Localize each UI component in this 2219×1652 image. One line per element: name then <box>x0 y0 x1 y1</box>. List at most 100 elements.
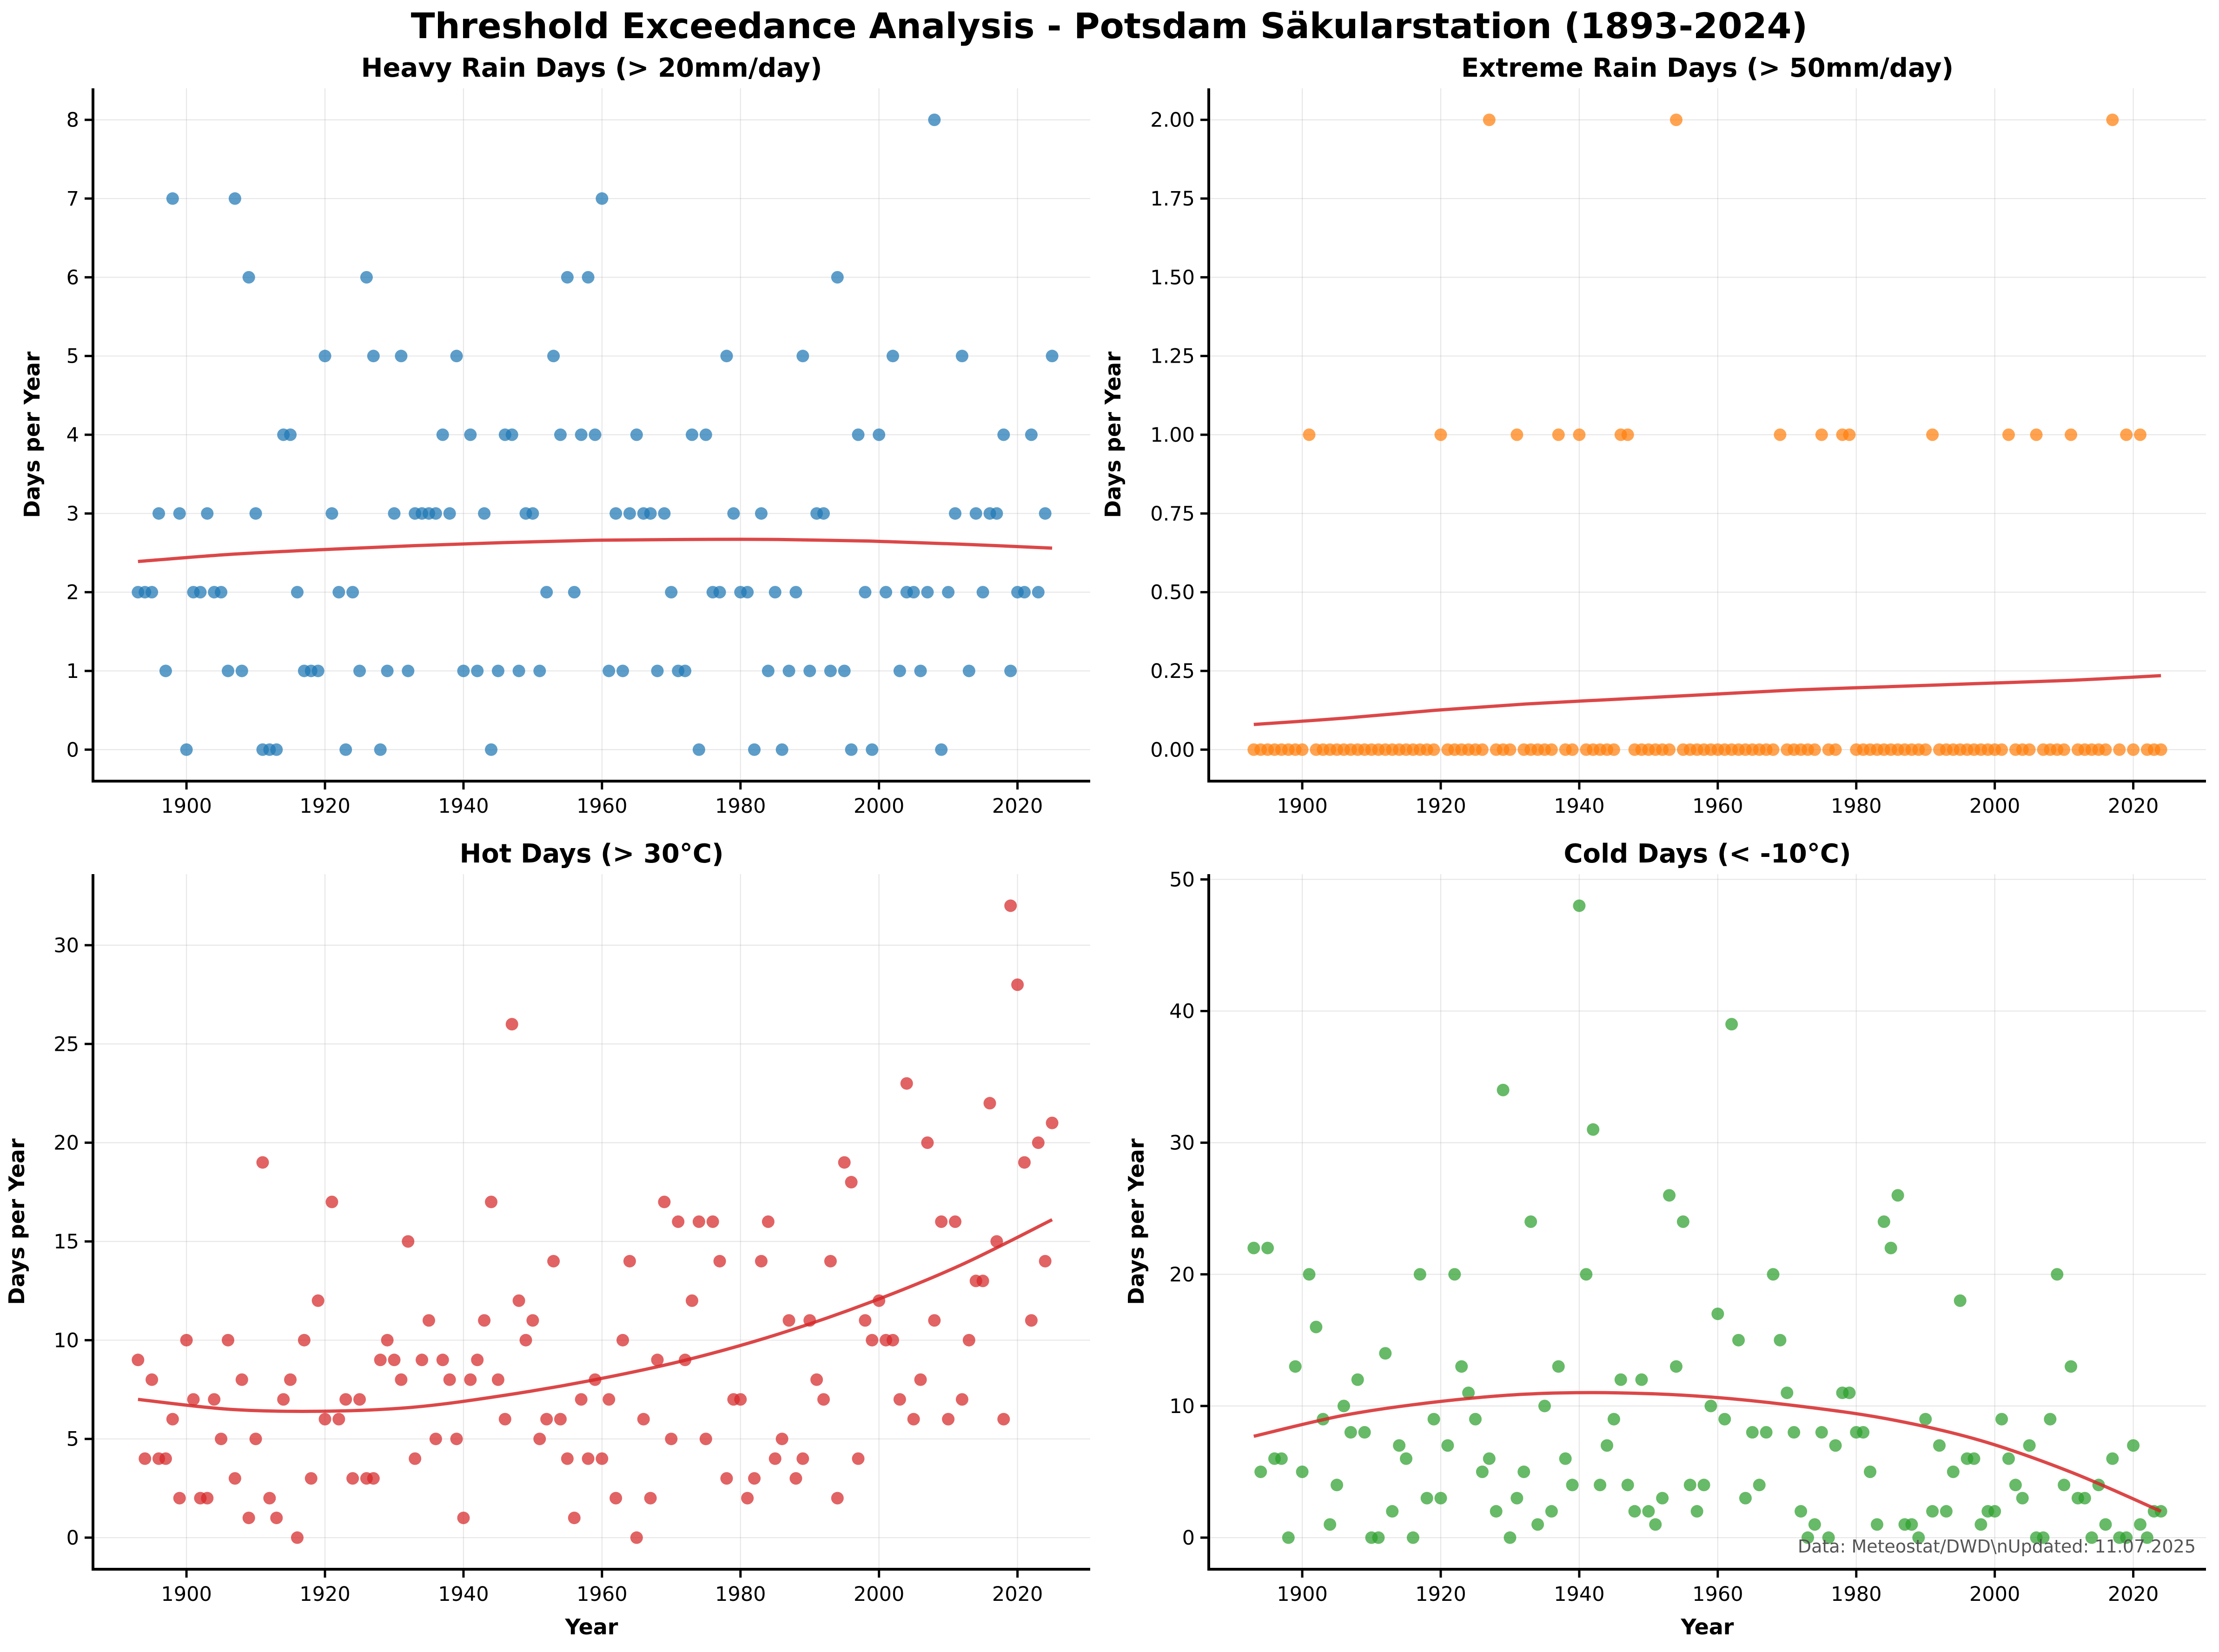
data-point <box>2120 428 2133 441</box>
y-axis-label: Days per Year <box>20 352 45 518</box>
data-point <box>1669 1360 1682 1373</box>
x-tick-label: 1960 <box>576 795 627 818</box>
x-tick-label: 1960 <box>1692 1583 1743 1606</box>
data-point <box>139 1452 152 1465</box>
data-point <box>1891 1189 1904 1202</box>
data-point <box>429 1433 442 1446</box>
data-point <box>2058 1479 2071 1492</box>
data-point <box>547 1254 560 1267</box>
panel-title: Heavy Rain Days (> 20mm/day) <box>361 53 822 83</box>
data-point <box>1877 1215 1890 1228</box>
data-point <box>866 1334 879 1347</box>
data-point <box>713 1254 726 1267</box>
data-point <box>332 586 345 599</box>
data-point <box>457 1512 470 1525</box>
data-point <box>2051 1268 2064 1281</box>
data-point <box>1607 1413 1620 1426</box>
data-point <box>1690 1505 1703 1518</box>
data-point <box>1275 1452 1288 1465</box>
data-point <box>942 1413 955 1426</box>
y-tick-label: 1.25 <box>1150 345 1195 368</box>
data-point <box>395 350 408 363</box>
data-point <box>1656 1492 1669 1505</box>
data-point <box>2044 1413 2057 1426</box>
data-point <box>1974 1518 1987 1531</box>
data-point <box>2065 428 2078 441</box>
data-point <box>1261 1241 1274 1254</box>
data-point <box>1857 1426 1870 1439</box>
data-point <box>436 1353 449 1367</box>
data-point <box>935 1215 948 1228</box>
data-point <box>720 1472 733 1485</box>
data-point <box>997 428 1010 441</box>
x-tick-label: 2000 <box>1969 795 2020 818</box>
data-point <box>491 1373 504 1386</box>
data-point <box>2099 743 2112 756</box>
data-point <box>1711 1307 1724 1320</box>
data-point <box>457 664 470 677</box>
axis-spine <box>92 88 1090 783</box>
axis-spine <box>1207 88 2206 783</box>
data-point <box>893 664 906 677</box>
data-point <box>1039 507 1052 520</box>
data-point <box>2002 428 2015 441</box>
data-point <box>180 743 193 756</box>
data-point <box>228 192 241 205</box>
data-point <box>928 1314 941 1327</box>
chart-panel-4: 1900 1920 1940 1960 1980 2000 2020 0 10 20 30 40 50 C… <box>1124 839 2206 1639</box>
data-point <box>1746 1426 1759 1439</box>
data-point <box>429 507 442 520</box>
data-point <box>796 1452 809 1465</box>
x-tick-label: 1940 <box>438 795 489 818</box>
x-tick-label: 1900 <box>1277 795 1327 818</box>
data-point <box>1545 1505 1558 1518</box>
data-point <box>325 1195 338 1208</box>
data-point <box>1476 1465 1489 1478</box>
y-tick-label: 15 <box>53 1230 79 1254</box>
data-point <box>1933 1439 1946 1452</box>
data-point <box>1843 428 1856 441</box>
data-point <box>603 664 616 677</box>
x-tick-label: 2000 <box>854 1583 904 1606</box>
data-point <box>547 350 560 363</box>
data-point <box>1510 428 1523 441</box>
data-point <box>346 586 359 599</box>
data-point <box>1919 1413 1932 1426</box>
data-point <box>422 1314 435 1327</box>
data-point <box>762 1215 775 1228</box>
y-tick-label: 7 <box>66 187 79 211</box>
data-point <box>2127 1439 2140 1452</box>
data-point <box>1815 1426 1828 1439</box>
data-point <box>1697 1479 1710 1492</box>
data-point <box>318 350 331 363</box>
data-point <box>1870 1518 1883 1531</box>
data-point <box>1926 1505 1939 1518</box>
data-point <box>2106 113 2119 126</box>
data-point <box>748 1472 761 1485</box>
data-point <box>471 1353 484 1367</box>
data-point <box>1504 1531 1517 1544</box>
data-point <box>332 1413 345 1426</box>
data-point <box>706 1215 719 1228</box>
data-point <box>1995 743 2008 756</box>
data-point <box>1282 1531 1295 1544</box>
data-point <box>1573 428 1586 441</box>
data-point <box>1995 1413 2008 1426</box>
y-tick-label: 0 <box>1182 1526 1195 1550</box>
data-point <box>803 664 816 677</box>
data-point <box>2085 1531 2098 1544</box>
data-point <box>1926 428 1939 441</box>
data-point <box>1462 1387 1475 1400</box>
data-point <box>955 350 968 363</box>
data-point <box>2113 743 2126 756</box>
data-point <box>221 664 234 677</box>
data-point <box>1947 1465 1960 1478</box>
panel-title: Hot Days (> 30°C) <box>459 839 723 869</box>
data-point <box>1538 1400 1551 1413</box>
y-tick-label: 0 <box>66 738 79 762</box>
trend-line <box>138 537 1053 564</box>
data-point <box>2009 1479 2022 1492</box>
data-point <box>201 1492 214 1505</box>
x-tick-label: 1920 <box>1415 1583 1466 1606</box>
